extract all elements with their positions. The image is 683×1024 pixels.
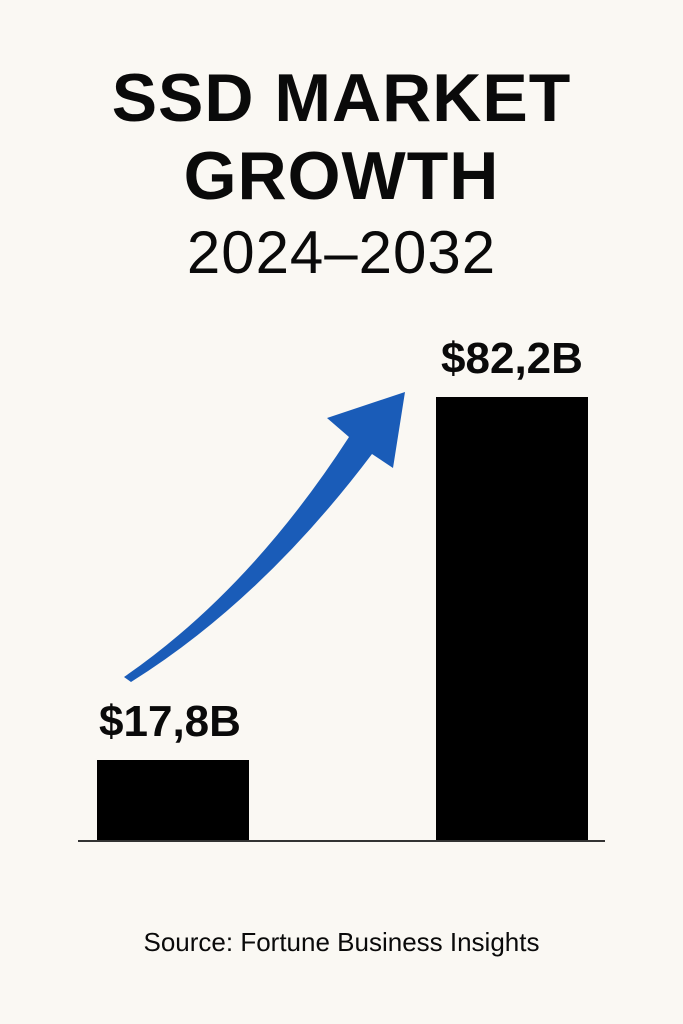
value-label-1: $82,2B	[441, 334, 583, 383]
chart-subtitle: 2024–2032	[186, 219, 497, 286]
chart-title-line1: SSD MARKET	[111, 60, 572, 136]
growth-arrow-icon	[124, 392, 405, 682]
source-note: Source: Fortune Business Insights	[143, 927, 540, 957]
bar-1	[436, 397, 588, 840]
chart-title-line2: GROWTH	[183, 138, 500, 214]
bar-0	[97, 760, 249, 840]
value-label-0: $17,8B	[99, 697, 241, 746]
